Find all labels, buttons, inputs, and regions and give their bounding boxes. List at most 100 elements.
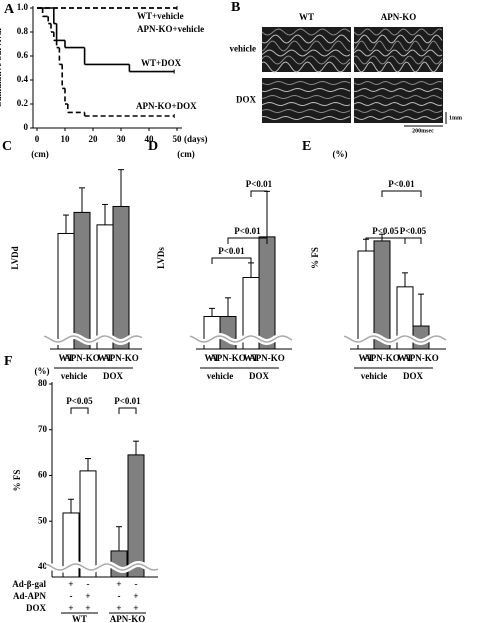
axis-break — [343, 335, 447, 343]
y-tick-label: 0.8 — [17, 26, 29, 36]
echo-trace — [261, 102, 351, 106]
echo-trace — [353, 102, 443, 106]
echo-trace — [261, 34, 351, 44]
p-value: P<0.05 — [372, 226, 399, 236]
row-mark: + — [85, 591, 90, 601]
row-mark: + — [133, 591, 138, 601]
scale-label: 200msec — [412, 128, 434, 134]
p-value: P<0.05 — [400, 226, 427, 236]
group-label: vehicle — [361, 371, 388, 381]
x-tick-label: 20 — [89, 134, 99, 144]
bar — [127, 454, 145, 578]
legend-label: WT+vehicle — [137, 11, 184, 21]
group-label: DOX — [403, 371, 424, 381]
legend-label: APN-KO+DOX — [136, 101, 197, 111]
bar-label: WT — [97, 353, 112, 363]
p-value: P<0.05 — [66, 396, 93, 406]
panel-label: A — [4, 2, 15, 17]
echo-trace — [353, 55, 443, 65]
y-tick-label: 80 — [38, 378, 48, 388]
axis-break — [43, 335, 143, 343]
bar-label: APN-KO — [403, 353, 439, 363]
significance-bracket — [211, 257, 252, 264]
echo-trace — [353, 81, 443, 85]
echo-trace — [261, 55, 351, 65]
bar — [73, 211, 91, 350]
y-tick-label: 1.0 — [17, 2, 29, 12]
group-label: WT — [72, 614, 87, 623]
group-label: APN-KO — [110, 614, 146, 623]
echo-image — [354, 78, 443, 123]
row-mark: - — [87, 579, 90, 589]
row-mark: + — [116, 579, 121, 589]
echo-image — [262, 78, 351, 123]
x-tick-label: 10 — [61, 134, 71, 144]
echo-trace — [261, 95, 351, 99]
y-axis-label: Cumulative Survival — [0, 28, 3, 108]
significance-bracket — [250, 190, 268, 197]
bar — [112, 205, 130, 350]
group-label: vehicle — [207, 371, 234, 381]
scale-label: 1mm — [449, 115, 462, 121]
panel-label: E — [302, 139, 311, 154]
p-value: P<0.01 — [388, 179, 415, 189]
y-tick-label: 0 — [24, 122, 29, 132]
p-value: P<0.01 — [234, 226, 261, 236]
y-tick-label: 40 — [38, 561, 48, 571]
y-tick-label: 70 — [38, 424, 48, 434]
bar — [57, 232, 75, 350]
bar-label: APN-KO — [364, 353, 400, 363]
echo-trace — [353, 109, 443, 113]
bar-label: WT — [58, 353, 73, 363]
group-label: vehicle — [61, 371, 88, 381]
echo-trace — [261, 88, 351, 92]
group-label: DOX — [249, 371, 270, 381]
echo-trace — [353, 49, 443, 57]
legend-label: APN-KO+vehicle — [137, 24, 204, 34]
y-axis-label: LVDd — [10, 246, 20, 269]
echo-image — [262, 27, 351, 72]
y-axis-label: % FS — [12, 470, 22, 492]
y-tick-label: 60 — [38, 470, 48, 480]
echo-trace — [261, 40, 351, 52]
echo-trace — [353, 116, 443, 120]
p-value: P<0.01 — [218, 246, 245, 256]
row-mark: - — [118, 591, 121, 601]
y-tick-label: 0.6 — [17, 50, 29, 60]
axis-break — [45, 563, 159, 571]
row-mark: + — [68, 579, 73, 589]
bar-label: WT — [397, 353, 412, 363]
y-unit: (%) — [35, 366, 50, 376]
row-mark: + — [85, 603, 90, 613]
row-label: DOX — [26, 603, 47, 613]
row-label: Ad-APN — [13, 591, 46, 601]
bar — [96, 224, 114, 350]
x-tick-label: 40 — [145, 134, 155, 144]
y-unit: (cm) — [31, 149, 49, 159]
row-mark: + — [68, 603, 73, 613]
bar-label: APN-KO — [103, 353, 139, 363]
bar-label: APN-KO — [249, 353, 285, 363]
significance-bracket — [381, 190, 422, 197]
axis-break — [189, 335, 293, 343]
echo-trace — [261, 61, 351, 73]
x-tick-label: 50 — [173, 134, 183, 144]
echo-trace — [261, 81, 351, 85]
y-axis-label: LVDs — [156, 247, 166, 269]
row-mark: + — [133, 603, 138, 613]
y-tick-label: 0.4 — [17, 74, 29, 84]
bar-label: APN-KO — [64, 353, 100, 363]
bar — [258, 236, 276, 350]
y-unit: (%) — [333, 149, 348, 159]
row-label: vehicle — [230, 44, 257, 54]
panel-label: B — [231, 0, 240, 15]
echo-trace — [261, 28, 351, 36]
echo-trace — [353, 40, 443, 52]
y-unit: (cm) — [177, 149, 195, 159]
significance-bracket — [70, 407, 89, 414]
panel-label: C — [2, 139, 12, 154]
echo-trace — [261, 49, 351, 57]
column-label: WT — [299, 12, 314, 22]
y-axis-label: % FS — [310, 247, 320, 269]
significance-bracket — [118, 407, 137, 414]
